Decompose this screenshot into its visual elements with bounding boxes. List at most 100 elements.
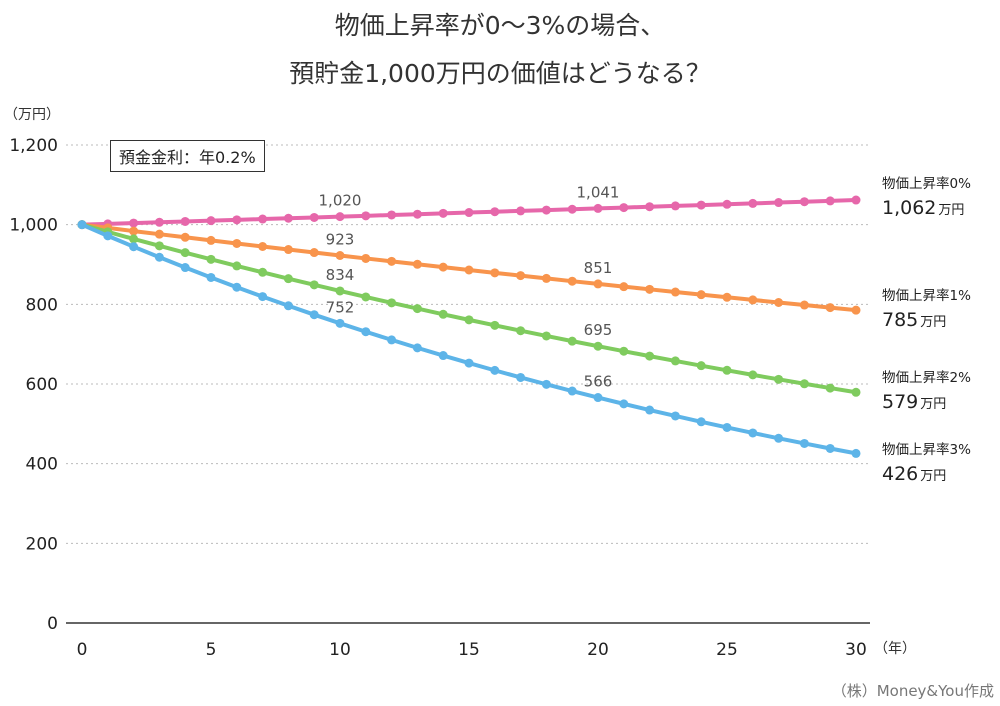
data-point bbox=[722, 365, 732, 375]
data-point bbox=[645, 284, 655, 294]
data-point bbox=[696, 361, 706, 371]
y-tick-label: 600 bbox=[26, 375, 58, 395]
interest-rate-annotation: 預金金利：年0.2% bbox=[110, 140, 265, 172]
data-point bbox=[335, 250, 345, 260]
data-point bbox=[541, 273, 551, 283]
y-tick-label: 1,000 bbox=[9, 216, 58, 236]
data-point bbox=[516, 206, 526, 216]
data-point bbox=[129, 218, 139, 228]
data-point bbox=[154, 241, 164, 251]
series-name-label: 物価上昇率2% bbox=[882, 369, 971, 386]
data-point bbox=[516, 372, 526, 382]
data-point bbox=[361, 211, 371, 221]
data-point bbox=[619, 203, 629, 213]
data-point bbox=[696, 200, 706, 210]
data-point bbox=[774, 374, 784, 384]
data-point bbox=[232, 261, 242, 271]
data-point bbox=[180, 216, 190, 226]
data-point bbox=[774, 298, 784, 308]
data-point bbox=[696, 290, 706, 300]
data-point bbox=[774, 433, 784, 443]
data-label: 695 bbox=[584, 321, 613, 339]
data-point bbox=[438, 208, 448, 218]
data-point bbox=[541, 205, 551, 215]
y-tick-label: 1,200 bbox=[9, 136, 58, 156]
data-point bbox=[206, 216, 216, 226]
data-point bbox=[490, 365, 500, 375]
data-point bbox=[799, 197, 809, 207]
x-tick-label: 20 bbox=[587, 640, 609, 660]
data-label: 1,020 bbox=[319, 192, 362, 210]
data-point bbox=[387, 335, 397, 345]
data-point bbox=[799, 300, 809, 310]
data-point bbox=[283, 274, 293, 284]
data-point bbox=[464, 358, 474, 368]
series-end-unit: 万円 bbox=[920, 397, 946, 412]
data-point bbox=[232, 238, 242, 248]
data-point bbox=[825, 196, 835, 206]
data-point bbox=[516, 271, 526, 281]
data-point bbox=[464, 208, 474, 218]
data-point bbox=[258, 214, 268, 224]
data-point bbox=[464, 315, 474, 325]
data-point bbox=[387, 256, 397, 266]
data-point bbox=[154, 229, 164, 239]
data-point bbox=[129, 226, 139, 236]
data-label: 752 bbox=[326, 298, 355, 316]
data-point bbox=[722, 199, 732, 209]
data-point bbox=[696, 417, 706, 427]
data-point bbox=[670, 287, 680, 297]
x-tick-label: 25 bbox=[716, 640, 738, 660]
x-tick-label: 0 bbox=[77, 640, 88, 660]
data-point bbox=[799, 438, 809, 448]
data-point bbox=[412, 304, 422, 314]
data-point bbox=[309, 248, 319, 258]
data-point bbox=[567, 386, 577, 396]
data-point bbox=[335, 286, 345, 296]
data-point bbox=[490, 320, 500, 330]
data-point bbox=[438, 262, 448, 272]
data-point bbox=[232, 282, 242, 292]
data-point bbox=[516, 326, 526, 336]
x-tick-label: 5 bbox=[206, 640, 217, 660]
data-point bbox=[490, 268, 500, 278]
series-end-unit: 万円 bbox=[938, 203, 964, 218]
data-point bbox=[619, 399, 629, 409]
data-label: 834 bbox=[326, 266, 355, 284]
data-point bbox=[748, 428, 758, 438]
data-point bbox=[206, 272, 216, 282]
data-point bbox=[283, 245, 293, 255]
series-name-label: 物価上昇率3% bbox=[882, 441, 971, 458]
data-point bbox=[258, 267, 268, 277]
data-point bbox=[748, 198, 758, 208]
data-point bbox=[670, 356, 680, 366]
data-point bbox=[593, 341, 603, 351]
data-point bbox=[567, 336, 577, 346]
data-point bbox=[799, 379, 809, 389]
series-end-value: 579 bbox=[882, 391, 918, 413]
data-point bbox=[103, 231, 113, 241]
series-line bbox=[81, 222, 857, 456]
data-point bbox=[541, 379, 551, 389]
series-name-label: 物価上昇率1% bbox=[882, 287, 971, 304]
series-end-value: 785 bbox=[882, 309, 918, 331]
data-point bbox=[567, 276, 577, 286]
y-axis-unit: （万円） bbox=[4, 107, 60, 123]
data-point bbox=[361, 327, 371, 337]
data-point bbox=[206, 235, 216, 245]
data-point bbox=[722, 422, 732, 432]
data-point bbox=[619, 346, 629, 356]
data-point bbox=[77, 220, 87, 230]
data-point bbox=[619, 282, 629, 292]
data-point bbox=[851, 305, 861, 315]
chart-title-line2: 預貯金1,000万円の価値はどうなる？ bbox=[289, 59, 711, 88]
data-label: 851 bbox=[584, 259, 613, 277]
data-point bbox=[851, 448, 861, 458]
data-point bbox=[180, 232, 190, 242]
data-point bbox=[180, 248, 190, 258]
data-point bbox=[283, 213, 293, 223]
data-point bbox=[748, 295, 758, 305]
data-point bbox=[258, 241, 268, 251]
data-point bbox=[232, 215, 242, 225]
